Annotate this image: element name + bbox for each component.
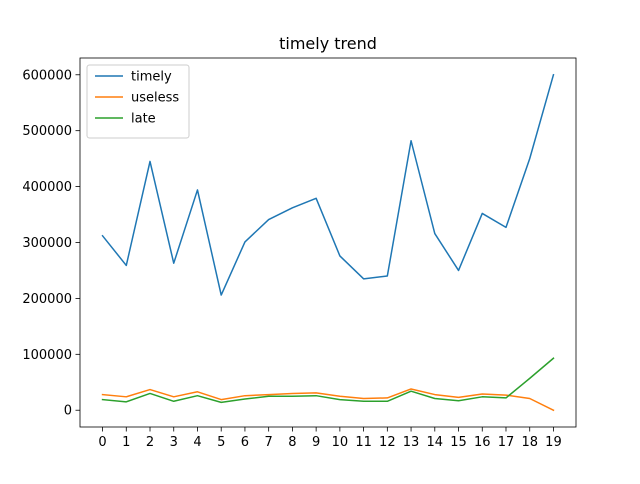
series-line-useless	[101, 388, 555, 412]
x-tick-label: 9	[312, 435, 320, 450]
x-tick-label: 8	[288, 435, 296, 450]
series-line-late	[101, 357, 555, 404]
x-tick-label: 6	[241, 435, 249, 450]
x-tick-label: 17	[498, 435, 515, 450]
legend-box	[86, 64, 190, 139]
x-tick-label: 15	[450, 435, 467, 450]
x-tick-label: 12	[379, 435, 396, 450]
y-tick-label: 500000	[22, 124, 72, 139]
x-tick-label: 3	[170, 435, 178, 450]
y-tick-label: 600000	[22, 68, 72, 83]
x-tick-label: 11	[355, 435, 372, 450]
plot-area	[101, 73, 555, 412]
y-tick-label: 300000	[22, 236, 72, 251]
legend-label-useless: useless	[131, 91, 179, 106]
x-tick-label: 1	[122, 435, 130, 450]
y-tick-label: 100000	[22, 348, 72, 363]
legend-label-late: late	[131, 112, 156, 127]
y-tick-label: 0	[64, 404, 72, 419]
x-tick-label: 18	[521, 435, 538, 450]
x-tick-label: 14	[427, 435, 444, 450]
legend-label-timely: timely	[131, 70, 172, 85]
y-tick-label: 200000	[22, 292, 72, 307]
y-tick-label: 400000	[22, 180, 72, 195]
x-tick-label: 19	[545, 435, 562, 450]
x-tick-label: 10	[332, 435, 349, 450]
x-tick-label: 16	[474, 435, 491, 450]
legend: timely useless late	[86, 64, 190, 139]
x-tick-label: 5	[217, 435, 225, 450]
x-tick-label: 0	[98, 435, 106, 450]
axes: 0 1 2 3 4 5 6 7 8 9 10 11 12 13 14 15 16 17 18 190100000200…	[22, 57, 577, 450]
x-tick-label: 13	[403, 435, 420, 450]
chart-title: timely trend	[279, 34, 377, 53]
x-tick-label: 2	[146, 435, 154, 450]
x-tick-label: 7	[265, 435, 273, 450]
series-line-timely	[101, 73, 555, 296]
x-tick-label: 4	[193, 435, 201, 450]
